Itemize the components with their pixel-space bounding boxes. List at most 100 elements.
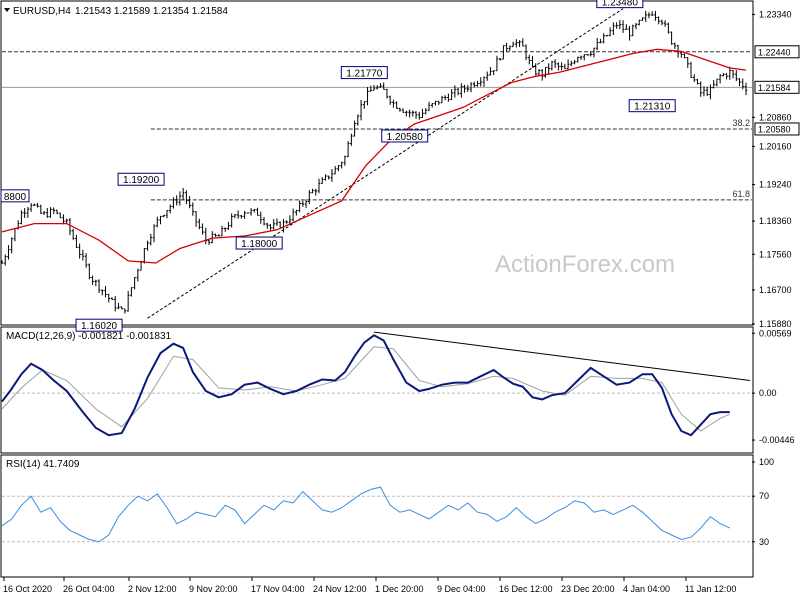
moving-average-line: [1, 48, 747, 264]
candle: [450, 89, 453, 101]
price-marker-box: [754, 122, 800, 136]
candle: [162, 214, 166, 218]
candle: [385, 88, 389, 99]
symbol-dropdown-icon[interactable]: [4, 8, 10, 12]
time-axis-label: 4 Jan 04:00: [623, 584, 670, 594]
candle: [741, 78, 745, 90]
candle: [159, 215, 162, 225]
candle: [68, 217, 72, 236]
candle: [20, 210, 23, 225]
candle: [233, 214, 237, 219]
annotation-box: [235, 236, 283, 250]
rsi-title: RSI(14) 41.7409: [6, 459, 80, 470]
macd-signal-line: [1, 346, 730, 432]
candle: [136, 268, 140, 282]
candle: [165, 210, 169, 219]
candle: [320, 177, 324, 184]
candle: [421, 108, 424, 119]
candle: [537, 68, 541, 76]
annotation-label: 1.19200: [123, 175, 160, 186]
time-axis-label: 16 Dec 12:00: [499, 584, 553, 594]
candle: [715, 78, 719, 87]
candle: [23, 208, 26, 218]
candle: [330, 169, 334, 182]
candle: [275, 218, 279, 226]
candle: [699, 81, 703, 97]
price-axis-label: 1.20860: [759, 112, 792, 122]
candle: [401, 108, 405, 113]
candle: [295, 209, 298, 216]
candle: [550, 60, 554, 71]
candle: [0, 260, 4, 264]
candle: [88, 263, 91, 280]
candle: [317, 178, 321, 194]
candle: [379, 83, 382, 88]
candle: [434, 100, 437, 106]
macd-title: MACD(12,26,9) -0.001821 -0.001831: [6, 331, 172, 342]
price-axis-label: 1.19240: [759, 180, 792, 190]
rsi-line: [1, 486, 731, 543]
time-axis-label: 17 Nov 04:00: [251, 584, 305, 594]
candle: [489, 67, 492, 76]
candle: [430, 103, 434, 108]
candle: [518, 40, 521, 48]
macd-line: [1, 334, 730, 437]
candle: [359, 99, 363, 121]
price-axis-label: 1.17560: [759, 249, 792, 259]
candle: [466, 84, 470, 92]
candle: [621, 20, 625, 33]
fib-level-label: 61.8: [732, 189, 750, 199]
time-axis-label: 24 Nov 12:00: [313, 584, 367, 594]
candle: [356, 114, 360, 126]
macd-axis-label: -0.00446: [759, 435, 795, 445]
candle: [560, 62, 563, 71]
candle: [249, 208, 253, 216]
chart-ohlc: 1.21543 1.21589 1.21354 1.21584: [75, 6, 228, 17]
annotation-box: [75, 318, 123, 332]
candle: [683, 53, 686, 59]
candle: [253, 209, 256, 213]
fib-level-label: 38.2: [732, 118, 750, 128]
candle: [214, 233, 217, 237]
candle: [113, 295, 117, 312]
candle: [333, 166, 337, 175]
candle: [39, 204, 43, 214]
candle: [667, 22, 670, 34]
price-marker-box: [754, 45, 800, 59]
candle: [492, 70, 495, 76]
support-trendline: [147, 8, 624, 319]
candle: [155, 216, 159, 228]
candle: [453, 85, 457, 98]
candle: [388, 95, 392, 105]
candle: [26, 206, 30, 218]
price-annotation: 8800: [0, 189, 30, 203]
candle: [382, 82, 386, 90]
candle: [680, 51, 683, 58]
annotation-box: [340, 66, 388, 80]
candle: [395, 101, 398, 109]
candle: [557, 62, 560, 71]
candle: [437, 100, 440, 106]
price-marker: 1.22440: [754, 45, 800, 59]
candle: [100, 289, 104, 296]
candle: [709, 84, 712, 100]
candle: [29, 203, 33, 212]
candle: [414, 111, 418, 119]
candle: [456, 87, 460, 96]
candle: [123, 308, 127, 314]
candle: [55, 209, 59, 215]
candle: [42, 210, 46, 215]
candle: [84, 253, 88, 268]
candle: [531, 56, 534, 68]
candle: [631, 24, 635, 37]
candle: [178, 191, 182, 206]
candle: [660, 19, 664, 26]
candle: [311, 188, 314, 194]
annotation-label: 1.21310: [634, 102, 671, 113]
annotation-label: 1.21770: [346, 69, 383, 80]
candle: [120, 306, 123, 310]
candle: [734, 70, 738, 82]
candle: [628, 25, 631, 41]
price-annotation: 1.21310: [628, 99, 676, 113]
candle: [227, 221, 230, 231]
